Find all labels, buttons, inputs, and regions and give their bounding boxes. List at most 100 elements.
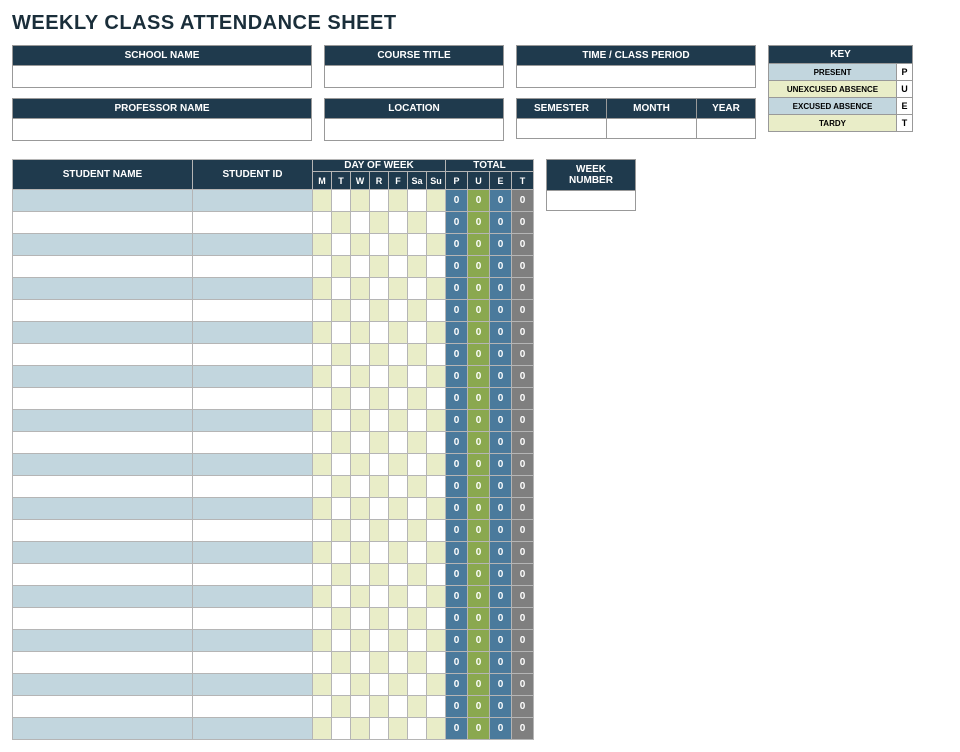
cell-day[interactable] (332, 366, 351, 388)
cell-day[interactable] (332, 322, 351, 344)
cell-student-name[interactable] (13, 608, 193, 630)
cell-day[interactable] (408, 212, 427, 234)
cell-student-name[interactable] (13, 366, 193, 388)
cell-day[interactable] (389, 212, 408, 234)
cell-student-name[interactable] (13, 234, 193, 256)
cell-day[interactable] (427, 344, 446, 366)
cell-day[interactable] (408, 718, 427, 740)
cell-student-name[interactable] (13, 652, 193, 674)
cell-day[interactable] (389, 476, 408, 498)
cell-day[interactable] (313, 586, 332, 608)
cell-day[interactable] (332, 476, 351, 498)
cell-day[interactable] (370, 520, 389, 542)
cell-day[interactable] (313, 520, 332, 542)
cell-day[interactable] (332, 542, 351, 564)
cell-day[interactable] (389, 278, 408, 300)
cell-day[interactable] (332, 344, 351, 366)
cell-day[interactable] (351, 234, 370, 256)
cell-day[interactable] (313, 344, 332, 366)
cell-day[interactable] (370, 498, 389, 520)
cell-day[interactable] (313, 608, 332, 630)
cell-student-name[interactable] (13, 674, 193, 696)
cell-day[interactable] (427, 410, 446, 432)
cell-day[interactable] (313, 630, 332, 652)
cell-day[interactable] (351, 432, 370, 454)
cell-student-name[interactable] (13, 718, 193, 740)
cell-day[interactable] (427, 190, 446, 212)
cell-day[interactable] (389, 520, 408, 542)
cell-day[interactable] (370, 322, 389, 344)
cell-day[interactable] (351, 564, 370, 586)
cell-day[interactable] (351, 212, 370, 234)
cell-day[interactable] (408, 696, 427, 718)
cell-day[interactable] (389, 542, 408, 564)
cell-day[interactable] (351, 366, 370, 388)
cell-student-name[interactable] (13, 520, 193, 542)
cell-day[interactable] (389, 234, 408, 256)
cell-student-id[interactable] (193, 190, 313, 212)
input-year[interactable] (696, 119, 756, 139)
cell-day[interactable] (370, 674, 389, 696)
input-month[interactable] (606, 119, 696, 139)
cell-day[interactable] (332, 674, 351, 696)
cell-day[interactable] (408, 586, 427, 608)
cell-day[interactable] (408, 410, 427, 432)
cell-student-id[interactable] (193, 410, 313, 432)
cell-day[interactable] (389, 190, 408, 212)
input-school-name[interactable] (12, 66, 312, 88)
cell-day[interactable] (332, 652, 351, 674)
cell-student-id[interactable] (193, 476, 313, 498)
cell-day[interactable] (370, 256, 389, 278)
cell-day[interactable] (427, 278, 446, 300)
cell-student-id[interactable] (193, 322, 313, 344)
cell-student-name[interactable] (13, 256, 193, 278)
cell-student-name[interactable] (13, 454, 193, 476)
cell-student-name[interactable] (13, 564, 193, 586)
cell-day[interactable] (332, 520, 351, 542)
cell-day[interactable] (389, 674, 408, 696)
cell-student-name[interactable] (13, 344, 193, 366)
cell-day[interactable] (313, 542, 332, 564)
input-professor[interactable] (12, 119, 312, 141)
cell-day[interactable] (351, 388, 370, 410)
cell-day[interactable] (313, 388, 332, 410)
cell-day[interactable] (313, 476, 332, 498)
cell-day[interactable] (313, 190, 332, 212)
cell-day[interactable] (408, 322, 427, 344)
cell-student-name[interactable] (13, 388, 193, 410)
cell-day[interactable] (351, 630, 370, 652)
cell-day[interactable] (427, 718, 446, 740)
cell-day[interactable] (351, 542, 370, 564)
cell-day[interactable] (389, 652, 408, 674)
cell-day[interactable] (427, 322, 446, 344)
cell-student-id[interactable] (193, 542, 313, 564)
cell-day[interactable] (427, 586, 446, 608)
cell-day[interactable] (313, 410, 332, 432)
cell-day[interactable] (427, 432, 446, 454)
cell-student-id[interactable] (193, 652, 313, 674)
cell-day[interactable] (370, 564, 389, 586)
cell-day[interactable] (351, 454, 370, 476)
cell-student-id[interactable] (193, 300, 313, 322)
cell-day[interactable] (332, 718, 351, 740)
cell-day[interactable] (389, 300, 408, 322)
cell-day[interactable] (389, 564, 408, 586)
cell-day[interactable] (370, 432, 389, 454)
cell-day[interactable] (389, 718, 408, 740)
cell-day[interactable] (351, 674, 370, 696)
cell-day[interactable] (332, 454, 351, 476)
cell-day[interactable] (332, 410, 351, 432)
cell-student-id[interactable] (193, 520, 313, 542)
cell-day[interactable] (370, 586, 389, 608)
cell-day[interactable] (427, 542, 446, 564)
cell-day[interactable] (408, 498, 427, 520)
cell-day[interactable] (408, 234, 427, 256)
cell-student-id[interactable] (193, 278, 313, 300)
cell-day[interactable] (370, 212, 389, 234)
cell-day[interactable] (351, 586, 370, 608)
cell-day[interactable] (332, 300, 351, 322)
cell-day[interactable] (351, 190, 370, 212)
cell-day[interactable] (313, 564, 332, 586)
cell-student-id[interactable] (193, 454, 313, 476)
cell-day[interactable] (389, 586, 408, 608)
